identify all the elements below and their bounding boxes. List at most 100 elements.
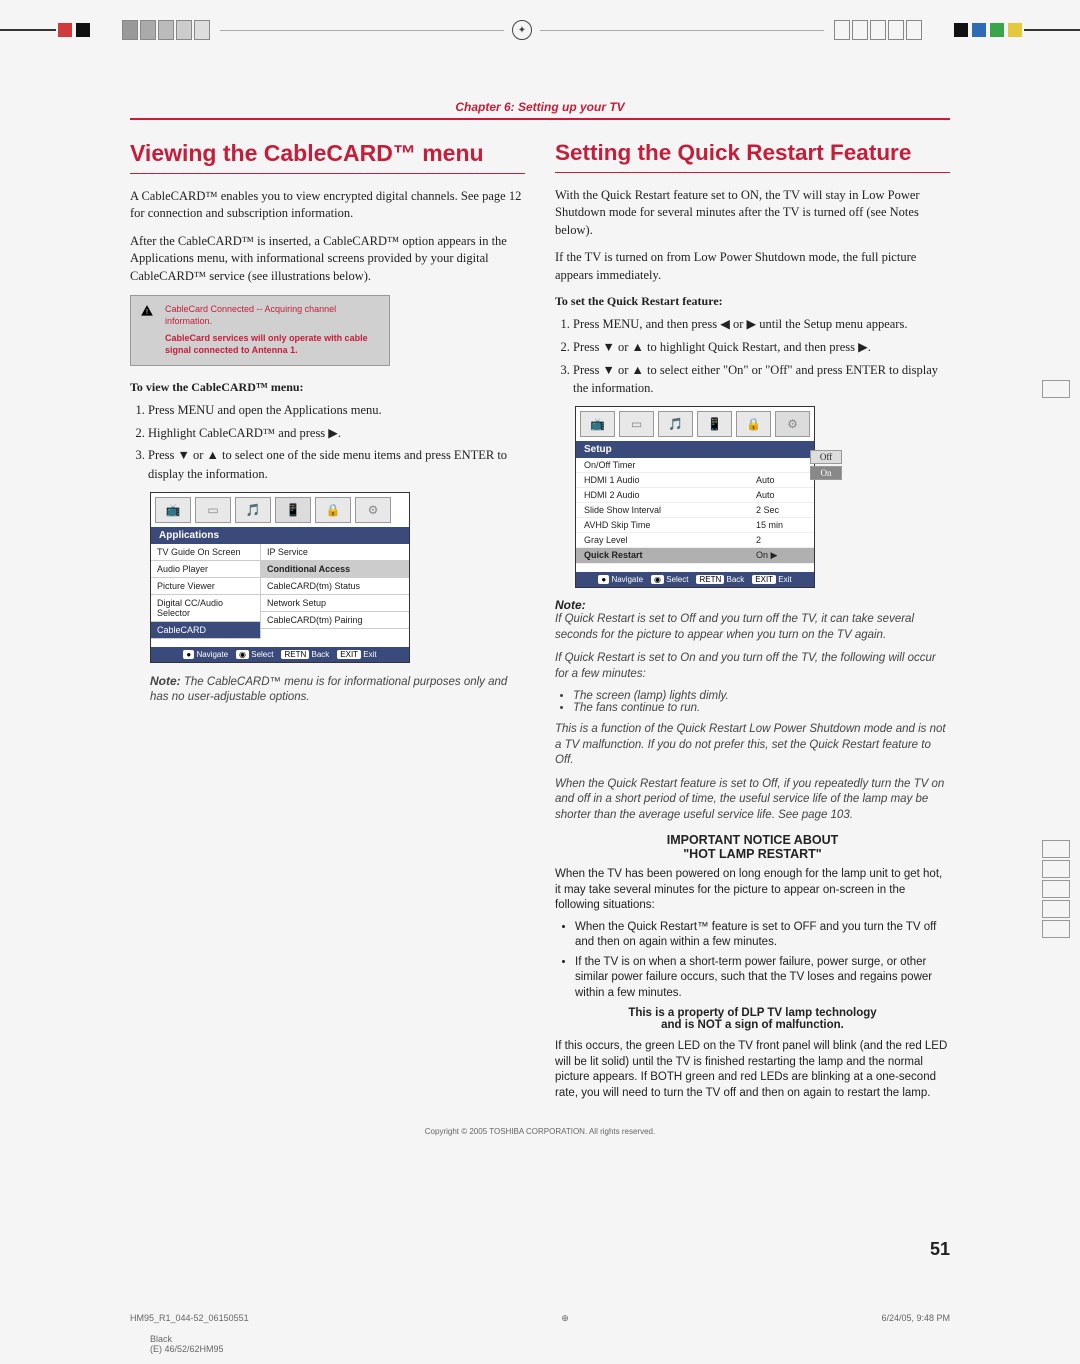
- applications-menu-screenshot: 📺 ▭ 🎵 📱 🔒 ⚙ Applications TV Guide On Scr…: [150, 492, 410, 663]
- reg-gray-boxes: [122, 20, 210, 40]
- page-number: 51: [930, 1239, 950, 1260]
- setup-row: AVHD Skip Time15 min: [576, 518, 814, 533]
- warning-text-2: CableCard services will only operate wit…: [165, 333, 379, 356]
- setup-row: On/Off Timer: [576, 458, 814, 473]
- meta-timestamp: 6/24/05, 9:48 PM: [881, 1313, 950, 1324]
- menu-item: Network Setup: [261, 595, 409, 612]
- registration-marks-top: [0, 18, 1080, 42]
- meta-model: (E) 46/52/62HM95: [150, 1344, 224, 1354]
- left-para-1: A CableCARD™ enables you to view encrypt…: [130, 188, 525, 223]
- side-cell: [1042, 900, 1070, 918]
- setup-row: HDMI 1 AudioAuto: [576, 473, 814, 488]
- tab-icon: 🔒: [315, 497, 351, 523]
- note-bullet: The fans continue to run.: [573, 702, 950, 714]
- reg-gray-boxes: [834, 20, 922, 40]
- tab-icon: 📺: [155, 497, 191, 523]
- tab-icon: 🎵: [658, 411, 693, 437]
- meta-file: HM95_R1_044-52_061505: [130, 1313, 239, 1324]
- important-para-1: When the TV has been powered on long eno…: [555, 867, 950, 914]
- tab-icon: 🎵: [235, 497, 271, 523]
- chapter-header: Chapter 6: Setting up your TV: [130, 100, 950, 114]
- tab-icon-selected: ⚙: [775, 411, 810, 437]
- important-hdr-line1: IMPORTANT NOTICE ABOUT: [555, 833, 950, 847]
- menu-item: CableCARD(tm) Pairing: [261, 612, 409, 629]
- important-header: IMPORTANT NOTICE ABOUT "HOT LAMP RESTART…: [555, 833, 950, 861]
- page-content: Chapter 6: Setting up your TV Viewing th…: [130, 100, 950, 1250]
- setup-row-selected: Quick RestartOn ▶: [576, 548, 814, 564]
- note-4: When the Quick Restart feature is set to…: [555, 777, 950, 824]
- reg-divider: [220, 30, 504, 31]
- left-column: Viewing the CableCARD™ menu A CableCARD™…: [130, 140, 525, 1108]
- right-column: Setting the Quick Restart Feature With t…: [555, 140, 950, 1108]
- reg-yellow-sq: [1008, 23, 1022, 37]
- tab-icon: ▭: [195, 497, 231, 523]
- warning-text-1: CableCard Connected -- Acquiring channel…: [165, 304, 379, 327]
- reg-target-icon: ⊕: [561, 1313, 569, 1324]
- setup-menu-wrap: 📺 ▭ 🎵 📱 🔒 ⚙ Setup On/Off Timer HDMI 1 Au…: [555, 406, 950, 588]
- setup-row: Gray Level2: [576, 533, 814, 548]
- opt-on: On: [810, 466, 842, 480]
- menu-item: Picture Viewer: [151, 578, 260, 595]
- step-2: Highlight CableCARD™ and press ▶.: [148, 424, 525, 443]
- print-meta-row: HM95_R1_044-52_061505 51 ⊕ 6/24/05, 9:48…: [130, 1313, 950, 1324]
- print-meta-row-2: Black (E) 46/52/62HM95: [150, 1334, 224, 1354]
- tab-icon: 📺: [580, 411, 615, 437]
- menu-left-col: TV Guide On Screen Audio Player Picture …: [151, 544, 261, 639]
- reg-gap: [94, 23, 114, 37]
- header-rule: [130, 118, 950, 120]
- menu-header: Setup: [576, 441, 814, 458]
- box: [888, 20, 904, 40]
- menu-item: CableCARD(tm) Status: [261, 578, 409, 595]
- note-2: If Quick Restart is set to On and you tu…: [555, 651, 950, 682]
- tab-icon: ▭: [619, 411, 654, 437]
- imp-center-1: This is a property of DLP TV lamp techno…: [555, 1007, 950, 1019]
- imp-bullet-1: When the Quick Restart™ feature is set t…: [575, 920, 950, 951]
- step-1: Press MENU and open the Applications men…: [148, 401, 525, 420]
- box: [194, 20, 210, 40]
- left-para-2: After the CableCARD™ is inserted, a Cabl…: [130, 233, 525, 286]
- menu-item: Audio Player: [151, 561, 260, 578]
- box: [852, 20, 868, 40]
- side-cell: [1042, 380, 1070, 398]
- right-para-1: With the Quick Restart feature set to ON…: [555, 187, 950, 240]
- warning-box: ! CableCard Connected -- Acquiring chann…: [130, 295, 390, 366]
- side-option-popup: Off On: [810, 450, 842, 482]
- left-note: Note: The CableCARD™ menu is for informa…: [150, 673, 525, 706]
- box: [176, 20, 192, 40]
- menu-item: TV Guide On Screen: [151, 544, 260, 561]
- important-para-2: If this occurs, the green LED on the TV …: [555, 1039, 950, 1101]
- svg-text:!: !: [146, 309, 148, 316]
- box: [870, 20, 886, 40]
- right-steps: Press MENU, and then press ◀ or ▶ until …: [573, 315, 950, 398]
- side-cell: [1042, 920, 1070, 938]
- reg-line: [1024, 29, 1080, 31]
- note-bullet: The screen (lamp) lights dimly.: [573, 690, 950, 702]
- box: [834, 20, 850, 40]
- menu-item: Digital CC/Audio Selector: [151, 595, 260, 622]
- setup-row: HDMI 2 AudioAuto: [576, 488, 814, 503]
- warning-icon: !: [139, 304, 155, 318]
- important-center: This is a property of DLP TV lamp techno…: [555, 1007, 950, 1031]
- reg-black-sq: [76, 23, 90, 37]
- right-para-2: If the TV is turned on from Low Power Sh…: [555, 249, 950, 284]
- left-subhead: To view the CableCARD™ menu:: [130, 380, 525, 395]
- step-1: Press MENU, and then press ◀ or ▶ until …: [573, 315, 950, 334]
- menu-item: IP Service: [261, 544, 409, 561]
- reg-line: [0, 29, 56, 31]
- menu-right-col: IP Service Conditional Access CableCARD(…: [261, 544, 409, 639]
- tab-icon-selected: 📱: [275, 497, 311, 523]
- tab-icon: 🔒: [736, 411, 771, 437]
- imp-center-2: and is NOT a sign of malfunction.: [555, 1019, 950, 1031]
- reg-left-block: [0, 20, 216, 40]
- opt-off: Off: [810, 450, 842, 464]
- menu-item-selected: CableCARD: [151, 622, 260, 639]
- reg-blue-sq: [972, 23, 986, 37]
- menu-tabs: 📺 ▭ 🎵 📱 🔒 ⚙: [151, 493, 409, 523]
- side-cell: [1042, 840, 1070, 858]
- reg-gap: [930, 23, 950, 37]
- right-subhead: To set the Quick Restart feature:: [555, 294, 950, 309]
- menu-tabs: 📺 ▭ 🎵 📱 🔒 ⚙: [576, 407, 814, 437]
- step-3: Press ▼ or ▲ to select one of the side m…: [148, 446, 525, 484]
- important-hdr-line2: "HOT LAMP RESTART": [555, 847, 950, 861]
- side-registration-boxes: [1042, 380, 1070, 938]
